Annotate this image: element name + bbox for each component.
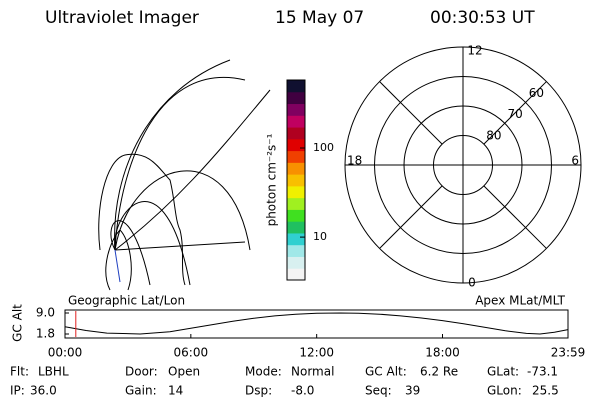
color-step	[287, 103, 305, 116]
spacecraft-track	[114, 249, 121, 283]
color-step	[287, 256, 305, 269]
x-tick-label: 23:59	[551, 346, 586, 360]
color-step	[287, 80, 305, 93]
color-step	[287, 209, 305, 222]
color-step	[287, 221, 305, 234]
mlt-label: 0	[468, 276, 476, 290]
field-value: 6.2 Re	[420, 365, 458, 379]
field-value: -8.0	[291, 384, 314, 398]
colorbar-frame	[286, 79, 306, 281]
colorbar: 10 100	[286, 79, 334, 281]
field-value: 36.0	[30, 384, 57, 398]
x-tick-label: 00:00	[48, 346, 83, 360]
mlt-label: 6	[571, 154, 579, 168]
field-label: Gain:	[125, 384, 157, 398]
map-caption: Geographic Lat/Lon	[68, 294, 185, 308]
field-label: Door:	[125, 365, 158, 379]
polar-caption: Apex MLat/MLT	[475, 294, 565, 308]
field-label: GLat:	[487, 365, 519, 379]
field-label: Mode:	[245, 365, 282, 379]
colorbar-tick-label: 100	[313, 141, 334, 154]
x-tick-label: 06:00	[174, 346, 209, 360]
lat-ring	[403, 105, 523, 225]
field-label: Flt:	[10, 365, 29, 379]
color-step	[287, 127, 305, 140]
colorbar-label: photon cm⁻²s⁻¹	[265, 133, 279, 226]
field-value: Normal	[291, 365, 334, 379]
geographic-map	[98, 59, 271, 291]
field-value: Open	[168, 365, 200, 379]
lat-label: 70	[507, 107, 522, 121]
field-label: GC Alt:	[365, 365, 407, 379]
color-step	[287, 244, 305, 257]
x-tick-label: 12:00	[299, 346, 334, 360]
altitude-ylabel: GC Alt	[11, 304, 25, 342]
altitude-plot: 1.8 9.0 00:00 06:00 12:00 18:00 23:59	[36, 306, 585, 360]
field-label: Dsp:	[245, 384, 272, 398]
field-value: 39	[405, 384, 420, 398]
field-value: 25.5	[532, 384, 559, 398]
mlt-label: 12	[467, 44, 482, 58]
field-value: LBHL	[38, 365, 69, 379]
polar-spoke	[379, 81, 443, 145]
color-step	[287, 232, 305, 246]
field-value: 14	[168, 384, 183, 398]
altitude-line	[64, 312, 569, 335]
mlt-label: 18	[347, 154, 362, 168]
colorbar-tick-label: 10	[313, 230, 327, 243]
lat-ring	[433, 135, 493, 195]
lat-label: 60	[529, 86, 544, 100]
polar-spoke	[379, 185, 443, 249]
color-step	[287, 197, 305, 210]
time: 00:30:53 UT	[430, 8, 535, 28]
footer: Flt: LBHL Door: Open Mode: Normal GC Alt: 6.2 R…	[10, 365, 559, 398]
color-step	[287, 268, 305, 281]
field-label: GLon:	[487, 384, 522, 398]
y-tick-label: 9.0	[36, 306, 55, 320]
polar-spoke	[483, 185, 547, 249]
color-step	[287, 174, 305, 187]
polar-spoke	[483, 81, 547, 145]
date: 15 May 07	[275, 8, 364, 28]
lat-label: 80	[486, 128, 501, 142]
title: Ultraviolet Imager	[45, 8, 199, 28]
field-label: Seq:	[365, 384, 392, 398]
color-step	[287, 162, 305, 175]
lat-ring	[374, 76, 552, 254]
field-label: IP:	[10, 384, 25, 398]
color-step	[287, 115, 305, 128]
x-tick-label: 18:00	[425, 346, 460, 360]
color-step	[287, 138, 305, 152]
field-value: -73.1	[527, 365, 558, 379]
color-step	[287, 185, 305, 199]
color-step	[287, 150, 305, 163]
color-step	[287, 91, 305, 105]
y-tick-label: 1.8	[36, 327, 55, 341]
